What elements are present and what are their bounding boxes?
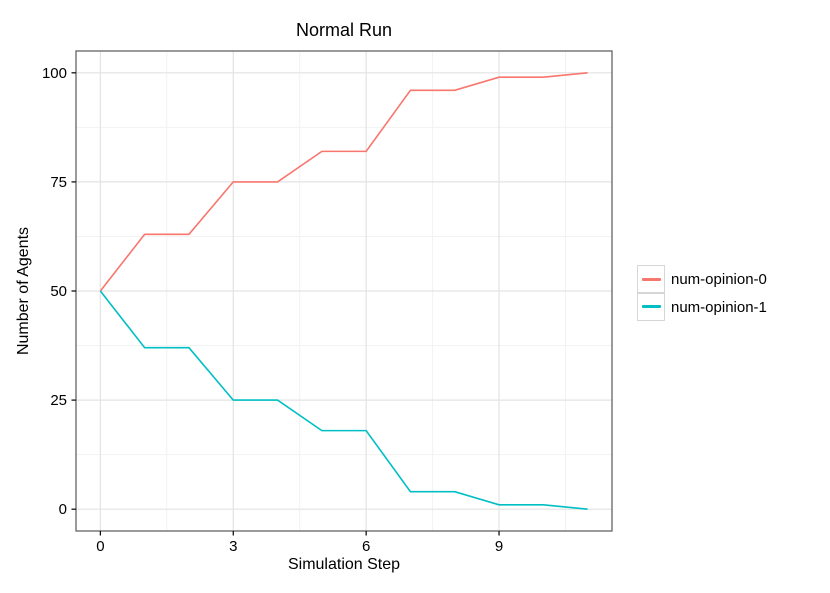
x-axis-tick-label: 3: [229, 538, 237, 555]
x-axis-title: Simulation Step: [287, 556, 401, 573]
y-axis-tick-label: 100: [42, 65, 67, 82]
x-axis-tick-label: 9: [495, 538, 503, 555]
legend-line-swatch-icon: [641, 277, 661, 281]
y-axis-tick-label: 75: [50, 174, 67, 191]
x-axis-tick-label: 0: [96, 538, 104, 555]
legend-key-box: [637, 265, 665, 293]
legend: num-opinion-0 num-opinion-1: [637, 265, 767, 321]
y-axis-title: Number of Agents: [15, 226, 32, 356]
y-axis-tick-label: 0: [59, 501, 67, 518]
legend-item-num-opinion-0: num-opinion-0: [637, 265, 767, 293]
legend-label: num-opinion-0: [671, 270, 767, 288]
legend-item-num-opinion-1: num-opinion-1: [637, 292, 767, 321]
legend-key-box: [637, 292, 665, 321]
x-axis-tick-label: 6: [362, 538, 370, 555]
series-line-num-opinion-1: [99, 290, 588, 510]
series-line-num-opinion-0: [99, 72, 588, 292]
legend-label: num-opinion-1: [671, 298, 767, 316]
chart-title: Normal Run: [295, 20, 393, 40]
y-axis-tick-label: 50: [50, 283, 67, 300]
legend-line-swatch-icon: [641, 305, 661, 308]
y-axis-tick-label: 25: [50, 392, 67, 409]
